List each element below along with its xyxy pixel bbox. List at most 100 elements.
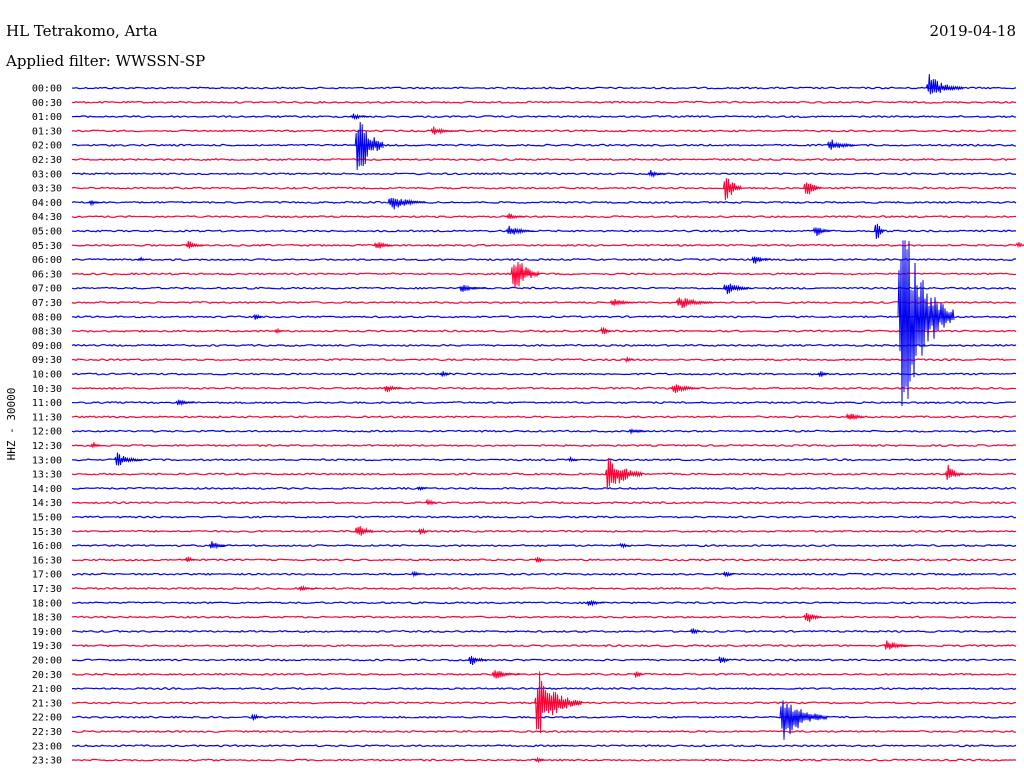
row-label: 11:00 xyxy=(32,398,62,409)
event-wavelet xyxy=(623,355,635,364)
event-wavelet xyxy=(411,570,423,578)
trace-row xyxy=(71,229,1017,233)
event-wavelet xyxy=(505,213,525,220)
traces xyxy=(71,86,1017,762)
y-axis-label: HHZ - 30000 xyxy=(5,388,18,461)
filter-label: Applied filter: WWSSN-SP xyxy=(5,52,205,70)
event-wavelet xyxy=(845,413,865,421)
trace-row xyxy=(71,443,1017,448)
row-label: 00:00 xyxy=(32,84,62,95)
row-label: 18:00 xyxy=(32,598,62,609)
event-wavelet xyxy=(873,223,885,239)
trace-row xyxy=(71,615,1017,619)
trace-row xyxy=(71,343,1017,347)
trace-row xyxy=(71,515,1017,519)
row-label: 04:00 xyxy=(32,198,62,209)
event-wavelet xyxy=(628,427,648,435)
trace-row xyxy=(71,172,1017,176)
trace-row xyxy=(71,315,1017,319)
row-label: 22:30 xyxy=(32,727,62,738)
event-wavelet xyxy=(425,498,437,506)
event-wavelet xyxy=(505,225,535,235)
row-label: 14:30 xyxy=(32,498,62,509)
row-label: 17:00 xyxy=(32,570,62,581)
trace-row xyxy=(71,501,1017,505)
trace-row xyxy=(71,572,1017,576)
trace-row xyxy=(71,329,1017,333)
row-label: 16:00 xyxy=(32,541,62,552)
trace-row xyxy=(71,186,1017,190)
event-wavelet xyxy=(208,541,228,550)
row-label: 01:30 xyxy=(32,126,62,137)
event-wavelet xyxy=(633,671,644,678)
row-label: 06:00 xyxy=(32,255,62,266)
trace-row xyxy=(71,143,1017,147)
event-wavelet xyxy=(354,526,374,536)
row-label: 11:30 xyxy=(32,412,62,423)
trace-row xyxy=(71,301,1017,305)
event-wavelet xyxy=(298,585,317,592)
trace-row xyxy=(71,272,1017,276)
trace-row xyxy=(71,529,1017,533)
event-wavelet xyxy=(534,556,545,563)
event-wavelet xyxy=(718,656,730,664)
event-wavelet xyxy=(600,326,611,335)
event-wavelet xyxy=(184,555,196,563)
row-label: 15:00 xyxy=(32,513,62,524)
row-label: 15:30 xyxy=(32,527,62,538)
event-wavelet xyxy=(722,178,742,201)
event-wavelet xyxy=(387,198,426,210)
event-wavelet xyxy=(1015,242,1024,249)
row-label: 19:30 xyxy=(32,641,62,652)
row-label: 20:00 xyxy=(32,656,62,667)
row-label: 17:30 xyxy=(32,584,62,595)
row-label: 10:00 xyxy=(32,370,62,381)
row-label: 12:00 xyxy=(32,427,62,438)
trace-row xyxy=(71,200,1017,204)
event-wavelet xyxy=(925,74,964,95)
event-wavelet xyxy=(812,226,832,236)
row-label: 10:30 xyxy=(32,384,62,395)
trace-row xyxy=(71,715,1017,719)
event-wavelet xyxy=(803,182,822,195)
event-wavelet xyxy=(722,571,734,578)
event-wavelet xyxy=(751,256,771,264)
event-wavelet xyxy=(647,170,667,179)
event-wavelet xyxy=(722,283,752,295)
trace-row xyxy=(71,472,1017,476)
event-wavelet xyxy=(184,241,204,249)
event-wavelet xyxy=(252,313,264,320)
row-label: 22:00 xyxy=(32,713,62,724)
event-wavelet xyxy=(491,670,521,679)
row-labels: 00:00 00:30 01:00 01:30 02:00 02:30 03:00 03:30… xyxy=(32,84,62,767)
trace-row xyxy=(71,258,1017,262)
row-label: 14:00 xyxy=(32,484,62,495)
row-label: 03:30 xyxy=(32,184,62,195)
row-label: 05:00 xyxy=(32,227,62,238)
trace-row xyxy=(71,401,1017,405)
row-label: 03:00 xyxy=(32,169,62,180)
event-wavelet xyxy=(670,384,700,394)
event-wavelet xyxy=(468,655,487,665)
row-label: 01:00 xyxy=(32,112,62,123)
trace-row xyxy=(71,672,1017,676)
trace-row xyxy=(71,286,1017,290)
event-wavelet xyxy=(250,713,262,721)
row-label: 09:00 xyxy=(32,341,62,352)
row-label: 09:30 xyxy=(32,355,62,366)
event-wavelet xyxy=(779,700,828,740)
event-wavelet xyxy=(567,455,578,463)
event-wavelet xyxy=(604,457,643,490)
trace-row xyxy=(72,157,1017,162)
row-label: 07:30 xyxy=(32,298,62,309)
event-wavelet xyxy=(175,399,194,407)
event-wavelet xyxy=(439,371,451,378)
event-wavelet xyxy=(534,756,545,764)
trace-row xyxy=(71,100,1017,104)
trace-row xyxy=(71,601,1017,605)
event-wavelet xyxy=(510,261,540,289)
row-label: 05:30 xyxy=(32,241,62,252)
trace-row xyxy=(71,429,1017,433)
trace-row xyxy=(71,86,1017,90)
